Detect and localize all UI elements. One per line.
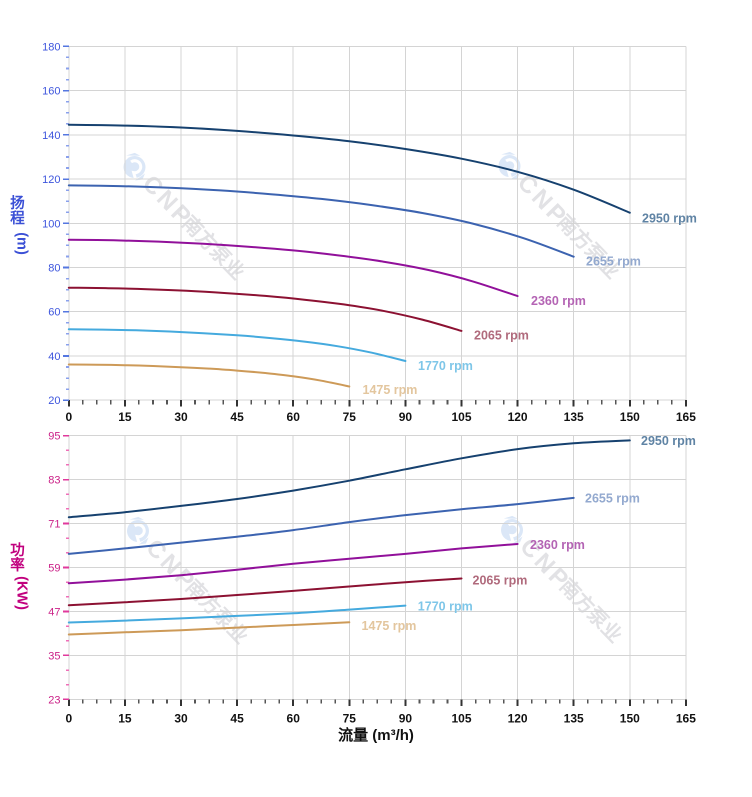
- svg-text:60: 60: [287, 410, 301, 424]
- svg-text:扬: 扬: [10, 194, 25, 212]
- svg-text:1770 rpm: 1770 rpm: [418, 599, 473, 613]
- svg-text:(m): (m): [14, 232, 30, 255]
- svg-text:15: 15: [118, 711, 132, 725]
- svg-text:75: 75: [343, 711, 357, 725]
- svg-text:150: 150: [620, 410, 640, 424]
- svg-text:120: 120: [42, 174, 60, 186]
- svg-text:率: 率: [10, 556, 25, 574]
- svg-text:2950 rpm: 2950 rpm: [642, 211, 697, 225]
- svg-text:2950 rpm: 2950 rpm: [641, 434, 696, 448]
- svg-text:45: 45: [230, 410, 244, 424]
- svg-text:80: 80: [48, 263, 60, 275]
- svg-text:105: 105: [451, 711, 471, 725]
- svg-text:165: 165: [676, 711, 696, 725]
- svg-text:75: 75: [343, 410, 357, 424]
- svg-text:35: 35: [48, 650, 60, 662]
- svg-text:1770 rpm: 1770 rpm: [418, 359, 473, 373]
- svg-text:140: 140: [42, 130, 60, 142]
- svg-text:180: 180: [42, 41, 60, 53]
- svg-text:30: 30: [174, 711, 188, 725]
- svg-text:流量 (m³/h): 流量 (m³/h): [338, 726, 414, 744]
- svg-text:59: 59: [48, 563, 60, 575]
- svg-text:20: 20: [48, 395, 60, 407]
- svg-text:程: 程: [10, 210, 25, 227]
- svg-text:0: 0: [65, 711, 72, 725]
- svg-text:135: 135: [564, 410, 584, 424]
- svg-text:105: 105: [451, 410, 471, 424]
- svg-text:40: 40: [48, 351, 60, 363]
- svg-text:2655 rpm: 2655 rpm: [586, 254, 641, 268]
- svg-text:(KW): (KW): [14, 576, 30, 610]
- svg-text:45: 45: [230, 711, 244, 725]
- svg-text:15: 15: [118, 410, 132, 424]
- svg-text:165: 165: [676, 410, 696, 424]
- svg-text:功: 功: [10, 542, 25, 559]
- svg-text:2360 rpm: 2360 rpm: [531, 294, 586, 308]
- svg-text:160: 160: [42, 86, 60, 98]
- svg-text:135: 135: [564, 711, 584, 725]
- svg-text:60: 60: [48, 307, 60, 319]
- svg-text:120: 120: [508, 711, 528, 725]
- svg-text:83: 83: [48, 475, 60, 487]
- svg-text:0: 0: [65, 410, 72, 424]
- svg-text:2655 rpm: 2655 rpm: [585, 491, 640, 505]
- svg-text:90: 90: [399, 711, 413, 725]
- svg-text:95: 95: [48, 431, 60, 443]
- svg-text:2065 rpm: 2065 rpm: [473, 573, 528, 587]
- svg-text:71: 71: [48, 519, 60, 531]
- svg-text:100: 100: [42, 218, 60, 230]
- svg-text:2360 rpm: 2360 rpm: [530, 538, 585, 552]
- svg-text:23: 23: [48, 694, 60, 706]
- svg-text:47: 47: [48, 607, 60, 619]
- svg-text:2065 rpm: 2065 rpm: [474, 328, 529, 342]
- svg-text:30: 30: [174, 410, 188, 424]
- svg-text:1475 rpm: 1475 rpm: [362, 619, 417, 633]
- svg-text:120: 120: [508, 410, 528, 424]
- svg-text:1475 rpm: 1475 rpm: [363, 383, 418, 397]
- svg-text:90: 90: [399, 410, 413, 424]
- svg-text:60: 60: [287, 711, 301, 725]
- svg-text:150: 150: [620, 711, 640, 725]
